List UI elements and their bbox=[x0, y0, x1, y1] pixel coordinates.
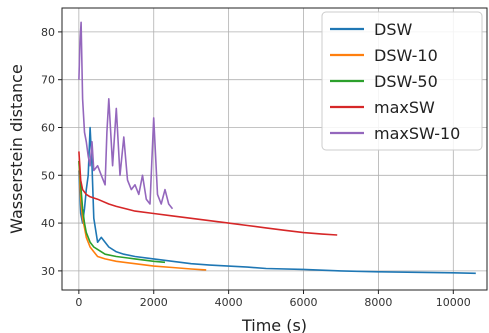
series-lines bbox=[78, 21, 476, 275]
series-line-maxsw-10 bbox=[78, 21, 174, 210]
x-tick-label: 4000 bbox=[215, 296, 243, 309]
legend-label: maxSW-10 bbox=[374, 124, 460, 143]
x-tick-label: 0 bbox=[75, 296, 82, 309]
legend-label: DSW-50 bbox=[374, 72, 438, 91]
x-tick-label: 10000 bbox=[436, 296, 471, 309]
legend-entry: maxSW bbox=[330, 98, 435, 117]
plot-frame bbox=[61, 7, 488, 291]
y-tick-label: 30 bbox=[41, 265, 55, 278]
x-tick-label: 2000 bbox=[140, 296, 168, 309]
series-line-dsw-10 bbox=[78, 160, 207, 271]
y-tick-label: 60 bbox=[41, 121, 55, 134]
legend-label: DSW-10 bbox=[374, 46, 438, 65]
series-line-dsw-50 bbox=[78, 160, 166, 264]
y-tick-label: 80 bbox=[41, 26, 55, 39]
legend-label: DSW bbox=[374, 20, 412, 39]
series-line-dsw bbox=[78, 126, 476, 275]
legend-entry: DSW-50 bbox=[330, 72, 438, 91]
x-tick-label: 8000 bbox=[364, 296, 392, 309]
y-tick-label: 70 bbox=[41, 74, 55, 87]
y-axis-ticks: 30 40 50 60 70 80 bbox=[41, 26, 62, 278]
legend-entry: DSW-10 bbox=[330, 46, 438, 65]
legend-entry: DSW bbox=[330, 20, 412, 39]
legend-box bbox=[321, 11, 483, 151]
legend: DSW DSW-10 DSW-50 maxSW maxSW-10 bbox=[321, 11, 483, 151]
series-line-maxsw bbox=[78, 151, 338, 236]
y-tick-label: 50 bbox=[41, 169, 55, 182]
legend-entry: maxSW-10 bbox=[330, 124, 460, 143]
x-axis-label: Time (s) bbox=[241, 316, 307, 333]
x-axis-ticks: 0 2000 4000 6000 8000 10000 bbox=[75, 290, 471, 309]
legend-label: maxSW bbox=[374, 98, 435, 117]
y-axis-label: Wasserstein distance bbox=[7, 64, 26, 234]
x-tick-label: 6000 bbox=[290, 296, 318, 309]
y-tick-label: 40 bbox=[41, 217, 55, 230]
